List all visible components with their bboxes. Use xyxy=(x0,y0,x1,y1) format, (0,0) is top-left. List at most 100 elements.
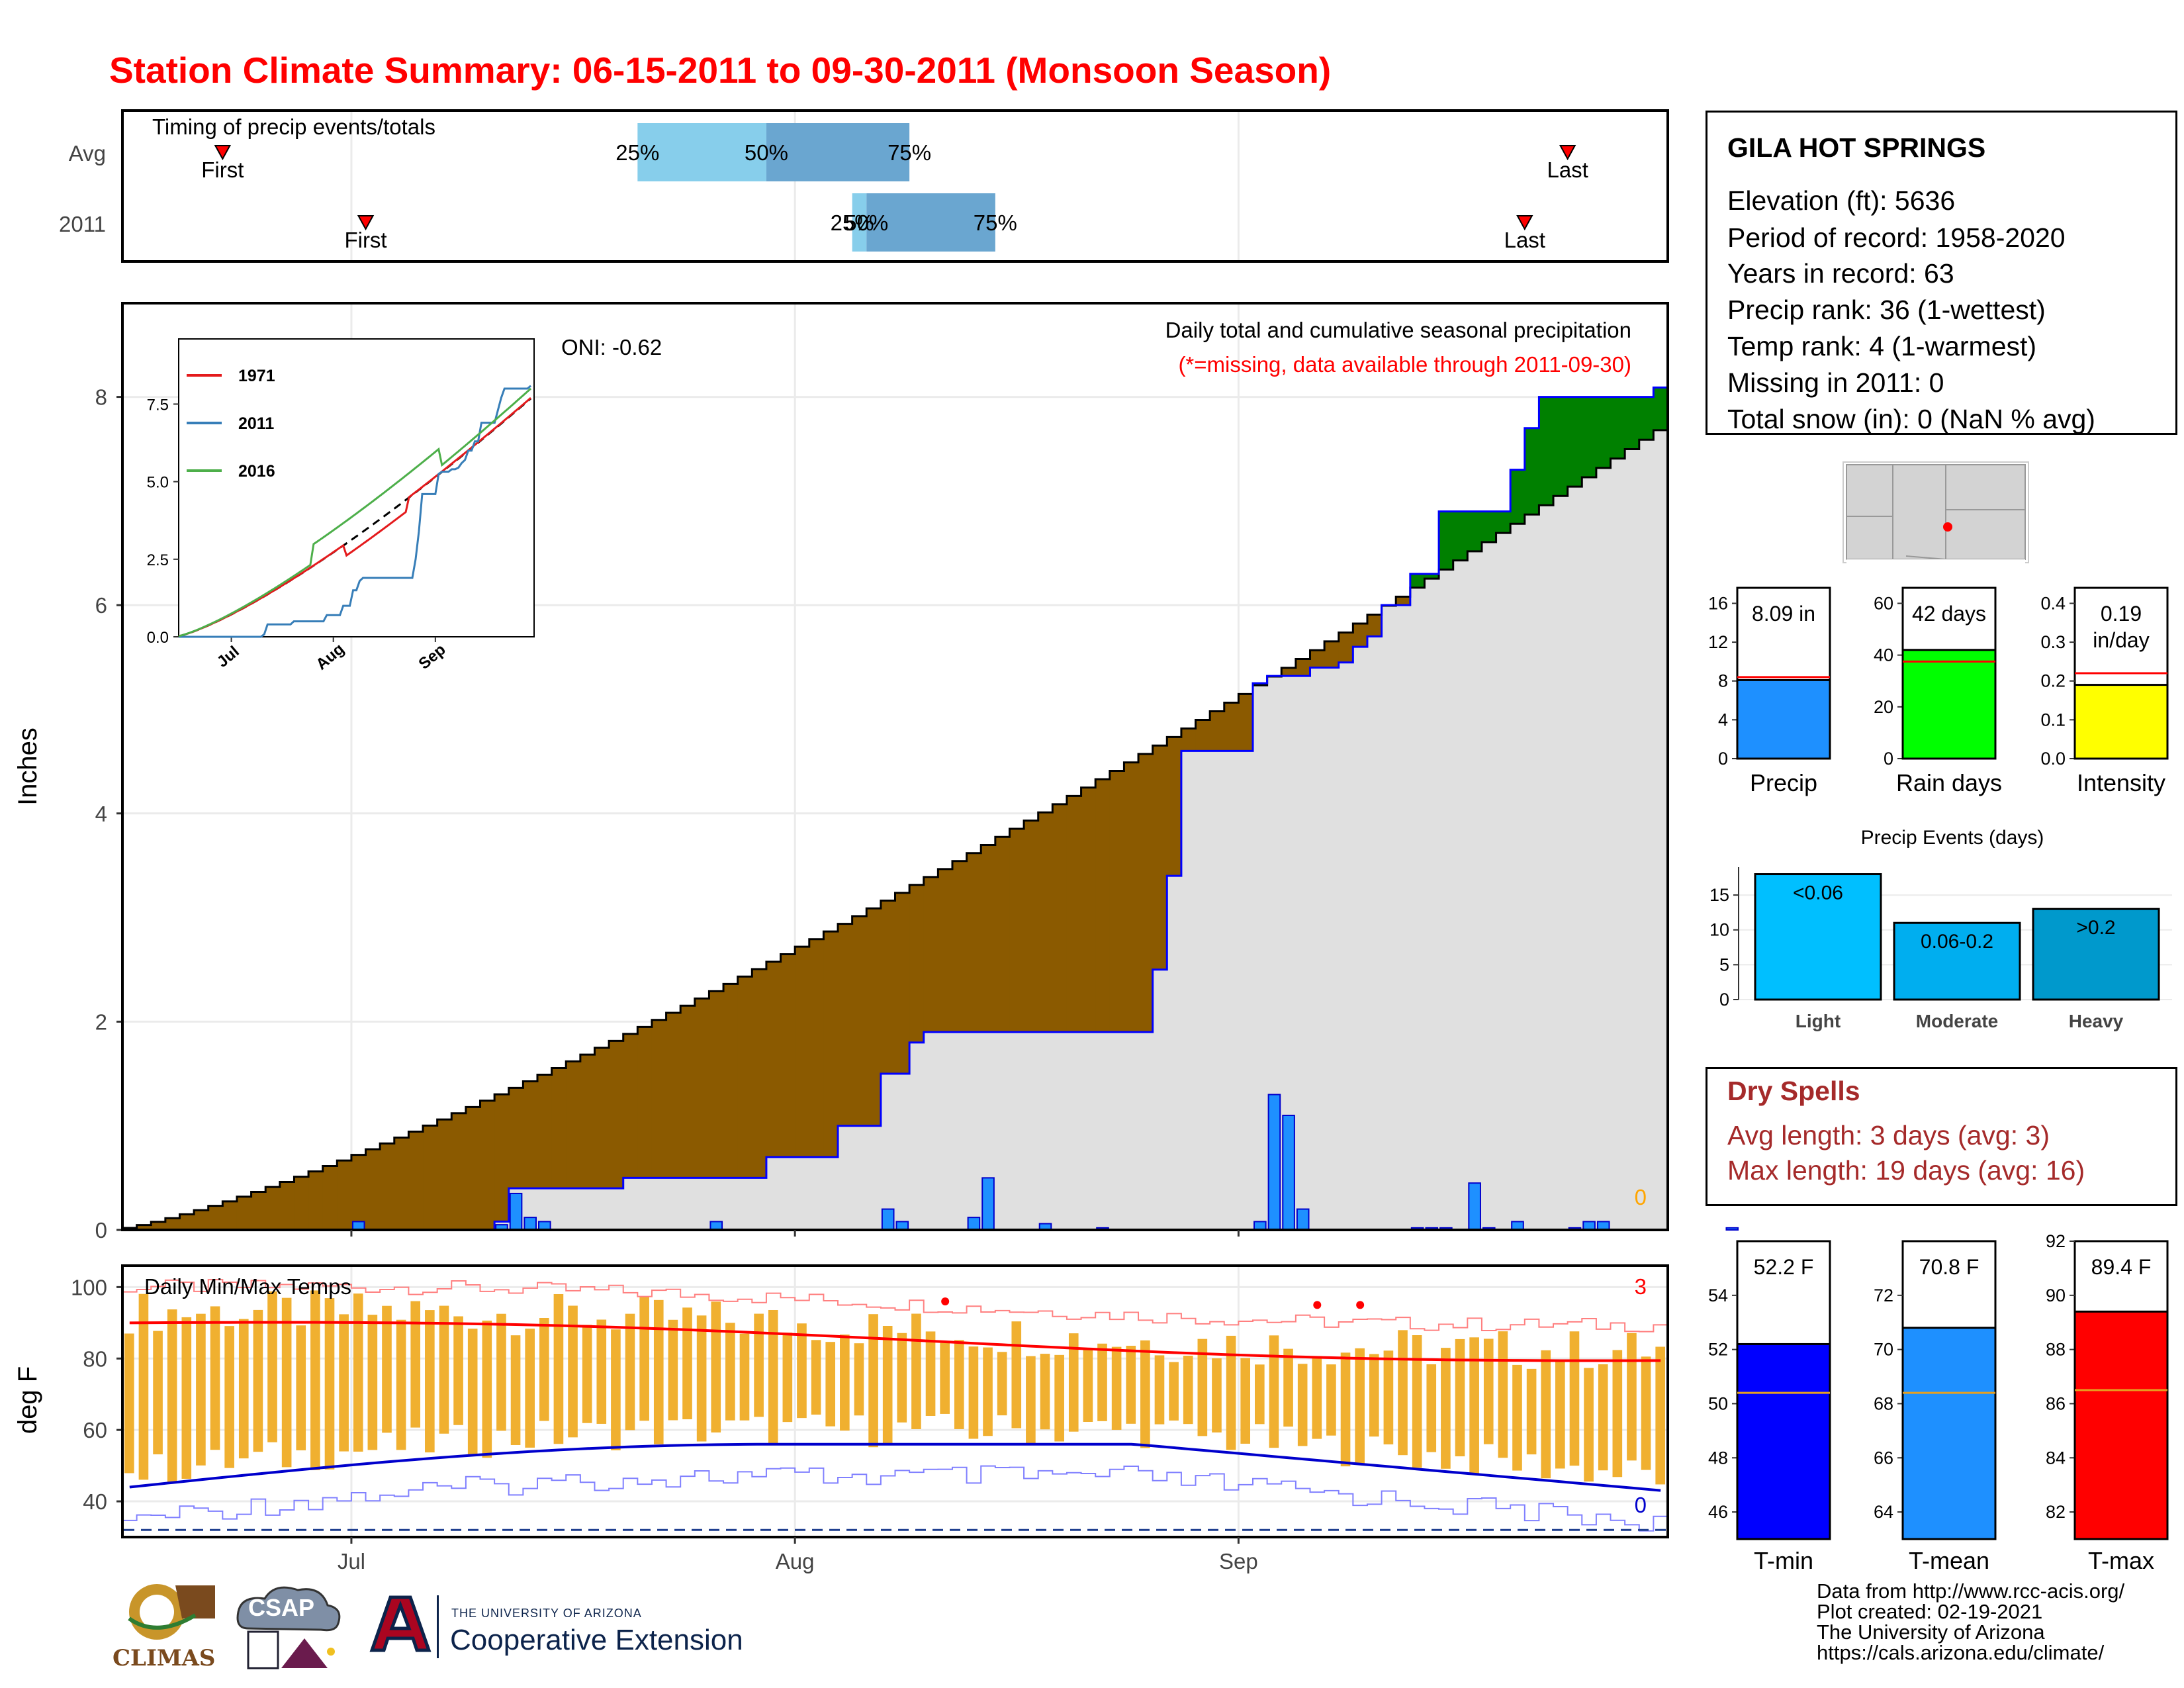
summary-value-unit: in/day xyxy=(2093,628,2149,652)
daily-temp-bar xyxy=(382,1305,392,1433)
daily-temp-bar xyxy=(181,1317,192,1479)
daily-temp-bar xyxy=(281,1297,292,1468)
deficit-band xyxy=(1095,779,1111,1033)
daily-temp-bar xyxy=(596,1319,607,1424)
timing-row-avg: Avg xyxy=(69,141,106,165)
summary-y-tick-label: 86 xyxy=(2046,1393,2066,1413)
timing-label-p50: 50% xyxy=(745,140,788,165)
station-name: GILA HOT SPRINGS xyxy=(1727,132,1986,163)
station-elevation: Elevation (ft): 5636 xyxy=(1727,185,1956,216)
daily-precip-bar xyxy=(881,1208,895,1231)
surplus-band xyxy=(1496,511,1511,534)
daily-temp-bar xyxy=(1612,1350,1623,1477)
deficit-band xyxy=(1295,659,1310,677)
deficit-band xyxy=(508,1088,523,1189)
daily-temp-bar xyxy=(782,1333,793,1423)
inset-legend-label: 2011 xyxy=(238,414,274,433)
x-tick-label: Jul xyxy=(338,1549,365,1573)
daily-temp-bar xyxy=(1498,1331,1508,1458)
csap-logo: CSAP xyxy=(228,1582,347,1678)
daily-temp-bar xyxy=(840,1335,850,1431)
dry-spells-max: Max length: 19 days (avg: 16) xyxy=(1727,1155,2085,1186)
daily-temp-bar xyxy=(124,1333,134,1474)
station-precip-rank: Precip rank: 36 (1-wettest) xyxy=(1727,295,2046,325)
daily-temp-bar xyxy=(1283,1348,1293,1427)
surplus-band xyxy=(1524,428,1539,515)
deficit-band xyxy=(1195,720,1210,751)
daily-temp-bar xyxy=(983,1347,993,1436)
deficit-band xyxy=(1152,745,1167,970)
temp-y-tick-label: 60 xyxy=(83,1418,107,1442)
inset-series-2011 xyxy=(179,385,531,638)
summary-value-label: 8.09 in xyxy=(1752,602,1815,626)
deficit-band xyxy=(537,1074,553,1189)
daily-temp-bar xyxy=(1154,1355,1165,1425)
summary-y-tick-label: 64 xyxy=(1874,1502,1893,1522)
deficit-band xyxy=(365,1149,381,1230)
credit-url: https://cals.arizona.edu/climate/ xyxy=(1817,1641,2105,1664)
daily-temp-bar xyxy=(296,1325,306,1450)
daily-temp-bar xyxy=(1297,1364,1308,1446)
timing-label-p25: 25% xyxy=(831,211,874,235)
summary-bar-label: Rain days xyxy=(1896,769,2002,796)
daily-temp-bar xyxy=(1383,1350,1394,1444)
deficit-band xyxy=(1353,623,1368,647)
ua-logo-bottom: Cooperative Extension xyxy=(450,1624,743,1656)
daily-temp-bar xyxy=(1455,1338,1465,1457)
daily-temp-bar xyxy=(1255,1364,1265,1425)
deficit-band xyxy=(1181,728,1197,751)
deficit-band xyxy=(179,1214,195,1230)
daily-temp-bar xyxy=(1026,1356,1036,1445)
daily-temp-bar xyxy=(496,1313,506,1431)
daily-precip-bar xyxy=(967,1217,981,1231)
daily-temp-bar xyxy=(668,1319,678,1421)
daily-temp-bar xyxy=(1426,1364,1437,1452)
daily-temp-bar xyxy=(1469,1337,1479,1475)
station-temp-rank: Temp rank: 4 (1-warmest) xyxy=(1727,331,2037,361)
summary-y-tick-label: 12 xyxy=(1708,632,1728,652)
timing-bar-50-75 xyxy=(766,123,910,181)
summary-y-tick-label: 0 xyxy=(1718,749,1728,769)
deficit-band xyxy=(1224,702,1239,751)
deficit-band xyxy=(880,900,895,1074)
precip-events-chart: Precip Events (days) 0 5 10 15 <0.06 Light 0.06… xyxy=(1709,827,2172,1031)
inset-y-tick-label: 7.5 xyxy=(147,396,169,414)
deficit-band xyxy=(1281,667,1297,677)
timing-panel: Timing of precip events/totals Avg 2011 … xyxy=(59,109,1669,263)
daily-temp-bar xyxy=(1040,1354,1050,1430)
daily-temp-bar xyxy=(711,1301,721,1432)
surplus-band xyxy=(1539,397,1554,506)
deficit-band xyxy=(709,991,724,1178)
daily-temp-bar xyxy=(1097,1343,1107,1421)
temp-label: Daily Min/Max Temps xyxy=(144,1274,351,1299)
summary-y-tick-label: 8 xyxy=(1718,671,1728,691)
daily-temp-bar xyxy=(1312,1356,1322,1439)
avg-cumulative-area xyxy=(122,430,1668,1230)
deficit-band xyxy=(1238,694,1253,751)
deficit-band xyxy=(322,1166,338,1230)
record-high-marker xyxy=(1313,1301,1322,1309)
timing-bar-25-50 xyxy=(637,123,766,181)
station-info-box: GILA HOT SPRINGS Elevation (ft): 5636 Pe… xyxy=(1706,111,2177,435)
daily-temp-bar xyxy=(1340,1352,1351,1467)
daily-temp-bar xyxy=(968,1346,979,1439)
timing-label-last: Last xyxy=(1547,158,1588,182)
deficit-band xyxy=(337,1160,352,1230)
surplus-band xyxy=(1481,511,1497,542)
daily-temp-bar xyxy=(267,1291,277,1442)
daily-temp-bar xyxy=(1068,1333,1079,1432)
event-bar-light xyxy=(1754,873,1882,1001)
temp-panel: 40 60 80 100 Daily Min/Max Temps deg F 3 0 xyxy=(13,1264,1669,1538)
deficit-band xyxy=(437,1119,452,1230)
daily-temp-bar xyxy=(1369,1354,1379,1437)
daily-temp-bar xyxy=(854,1343,864,1416)
deficit-band xyxy=(1210,711,1225,751)
deficit-band xyxy=(408,1131,424,1230)
timing-label-p75: 75% xyxy=(887,140,931,165)
summary-bar-label: Intensity xyxy=(2077,769,2165,796)
daily-temp-bar xyxy=(1584,1368,1594,1482)
surplus-band xyxy=(1424,573,1439,579)
summary-y-tick-label: 84 xyxy=(2046,1448,2066,1468)
temp-y-label: deg F xyxy=(13,1366,42,1434)
summary-value-label: 52.2 F xyxy=(1754,1255,1814,1279)
